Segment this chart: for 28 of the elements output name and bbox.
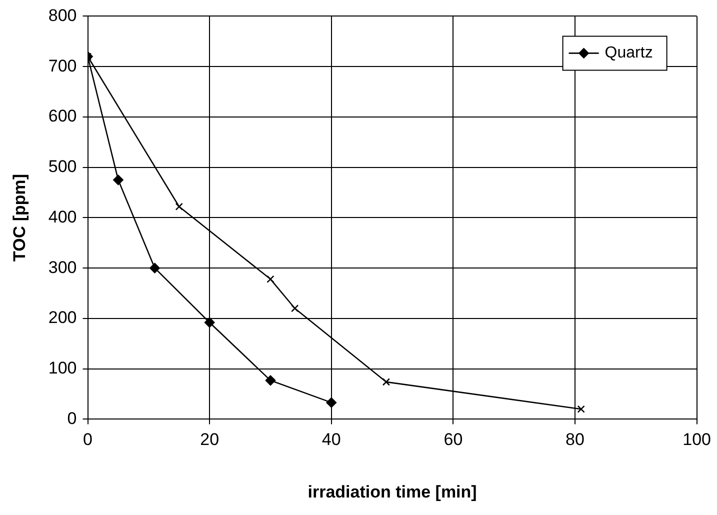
y-tick-label: 700 [48, 56, 77, 76]
y-axis-title: TOC [ppm] [10, 174, 29, 262]
y-tick-label: 800 [48, 6, 77, 25]
x-tick-label: 100 [682, 430, 712, 450]
legend-label: Quartz [604, 44, 653, 62]
point [175, 202, 183, 210]
x-axis-title: irradiation time [min] [308, 482, 477, 502]
x-tick-label: 20 [200, 430, 220, 450]
x-tick-label: 40 [322, 430, 341, 450]
y-tick-label: 0 [67, 408, 77, 428]
y-tick-label: 200 [48, 308, 77, 328]
y-tick-label: 100 [48, 358, 77, 378]
x-tick-label: 0 [83, 430, 92, 450]
point [265, 375, 276, 386]
point [150, 262, 160, 274]
point [382, 378, 390, 386]
point [326, 397, 337, 408]
point [204, 317, 215, 328]
x-tick-label: 80 [566, 430, 584, 450]
y-tick-label: 600 [48, 106, 77, 126]
y-tick-label: 400 [48, 207, 77, 226]
point [577, 405, 585, 413]
y-tick-label: 500 [48, 157, 77, 176]
y-tick-label: 300 [48, 258, 77, 277]
x-tick-label: 60 [444, 430, 463, 450]
point [266, 275, 274, 283]
point [113, 174, 124, 186]
point [291, 304, 299, 312]
